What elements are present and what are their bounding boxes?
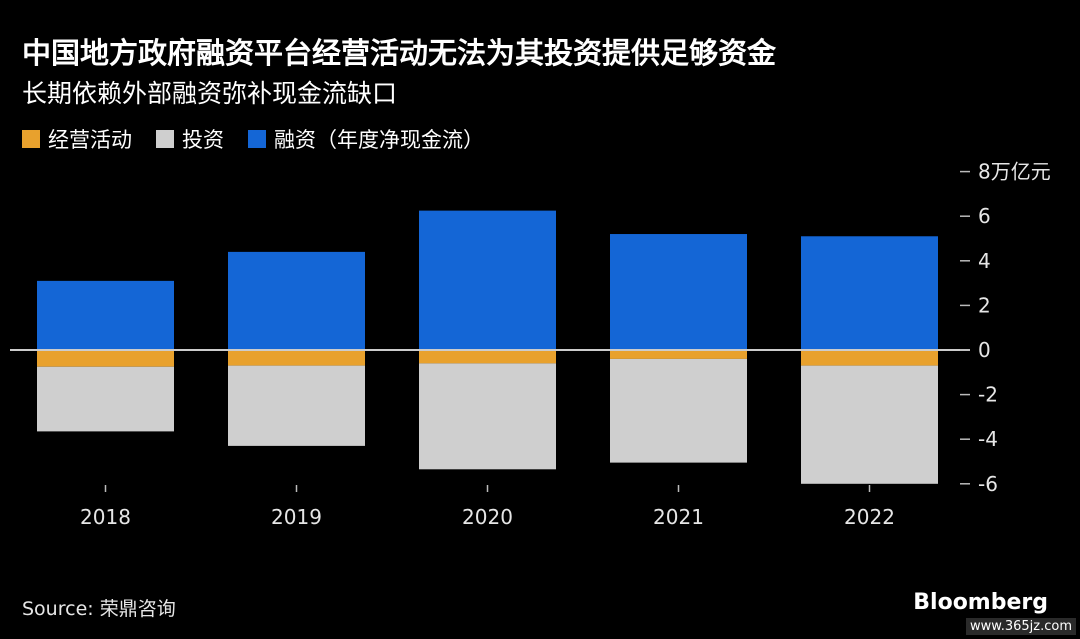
bar-2022-series-1: [801, 365, 938, 484]
x-tick-label-2021: 2021: [653, 505, 704, 529]
legend-label-operating: 经营活动: [48, 128, 132, 152]
chart-legend: 经营活动 投资 融资（年度净现金流）: [22, 124, 508, 154]
bar-2021-series-1: [610, 358, 747, 463]
bar-2019-series-0: [228, 350, 365, 366]
chart-subtitle: 长期依赖外部融资弥补现金流缺口: [22, 79, 398, 108]
bar-2020-series-0: [419, 350, 556, 364]
bar-2019-series-1: [228, 365, 365, 446]
y-tick-label-6: -4: [978, 427, 998, 451]
bar-2021-series-0: [610, 350, 747, 359]
legend-label-financing: 融资（年度净现金流）: [274, 128, 484, 152]
bar-2022-series-2: [801, 236, 938, 350]
bar-2020-series-1: [419, 363, 556, 470]
y-tick-label-0: 8万亿元: [978, 160, 1051, 184]
bar-2022-series-0: [801, 350, 938, 366]
legend-label-investment: 投资: [182, 128, 224, 152]
x-tick-label-2019: 2019: [271, 505, 322, 529]
bar-2018-series-0: [37, 350, 174, 367]
source-note: Source: 荣鼎咨询: [22, 598, 176, 620]
y-tick-label-7: -6: [978, 472, 998, 496]
chart-title: 中国地方政府融资平台经营活动无法为其投资提供足够资金: [22, 36, 777, 70]
y-tick-label-2: 4: [978, 249, 991, 273]
x-tick-label-2018: 2018: [80, 505, 131, 529]
x-tick-label-2020: 2020: [462, 505, 513, 529]
bloomberg-logo: Bloomberg: [913, 590, 1048, 615]
bar-2020-series-2: [419, 210, 556, 350]
bar-2021-series-2: [610, 234, 747, 350]
legend-swatch-financing: [248, 130, 266, 148]
watermark: www.365jz.com: [966, 618, 1076, 635]
legend-item-financing: 融资（年度净现金流）: [248, 124, 484, 154]
bar-2018-series-1: [37, 366, 174, 432]
x-tick-label-2022: 2022: [844, 505, 895, 529]
y-tick-label-5: -2: [978, 383, 998, 407]
bar-2019-series-2: [228, 251, 365, 350]
legend-swatch-operating: [22, 130, 40, 148]
y-tick-label-1: 6: [978, 204, 991, 228]
y-tick-label-4: 0: [978, 338, 991, 362]
bar-2018-series-2: [37, 280, 174, 350]
legend-item-investment: 投资: [156, 124, 224, 154]
legend-swatch-investment: [156, 130, 174, 148]
legend-item-operating: 经营活动: [22, 124, 132, 154]
y-tick-label-3: 2: [978, 293, 991, 317]
